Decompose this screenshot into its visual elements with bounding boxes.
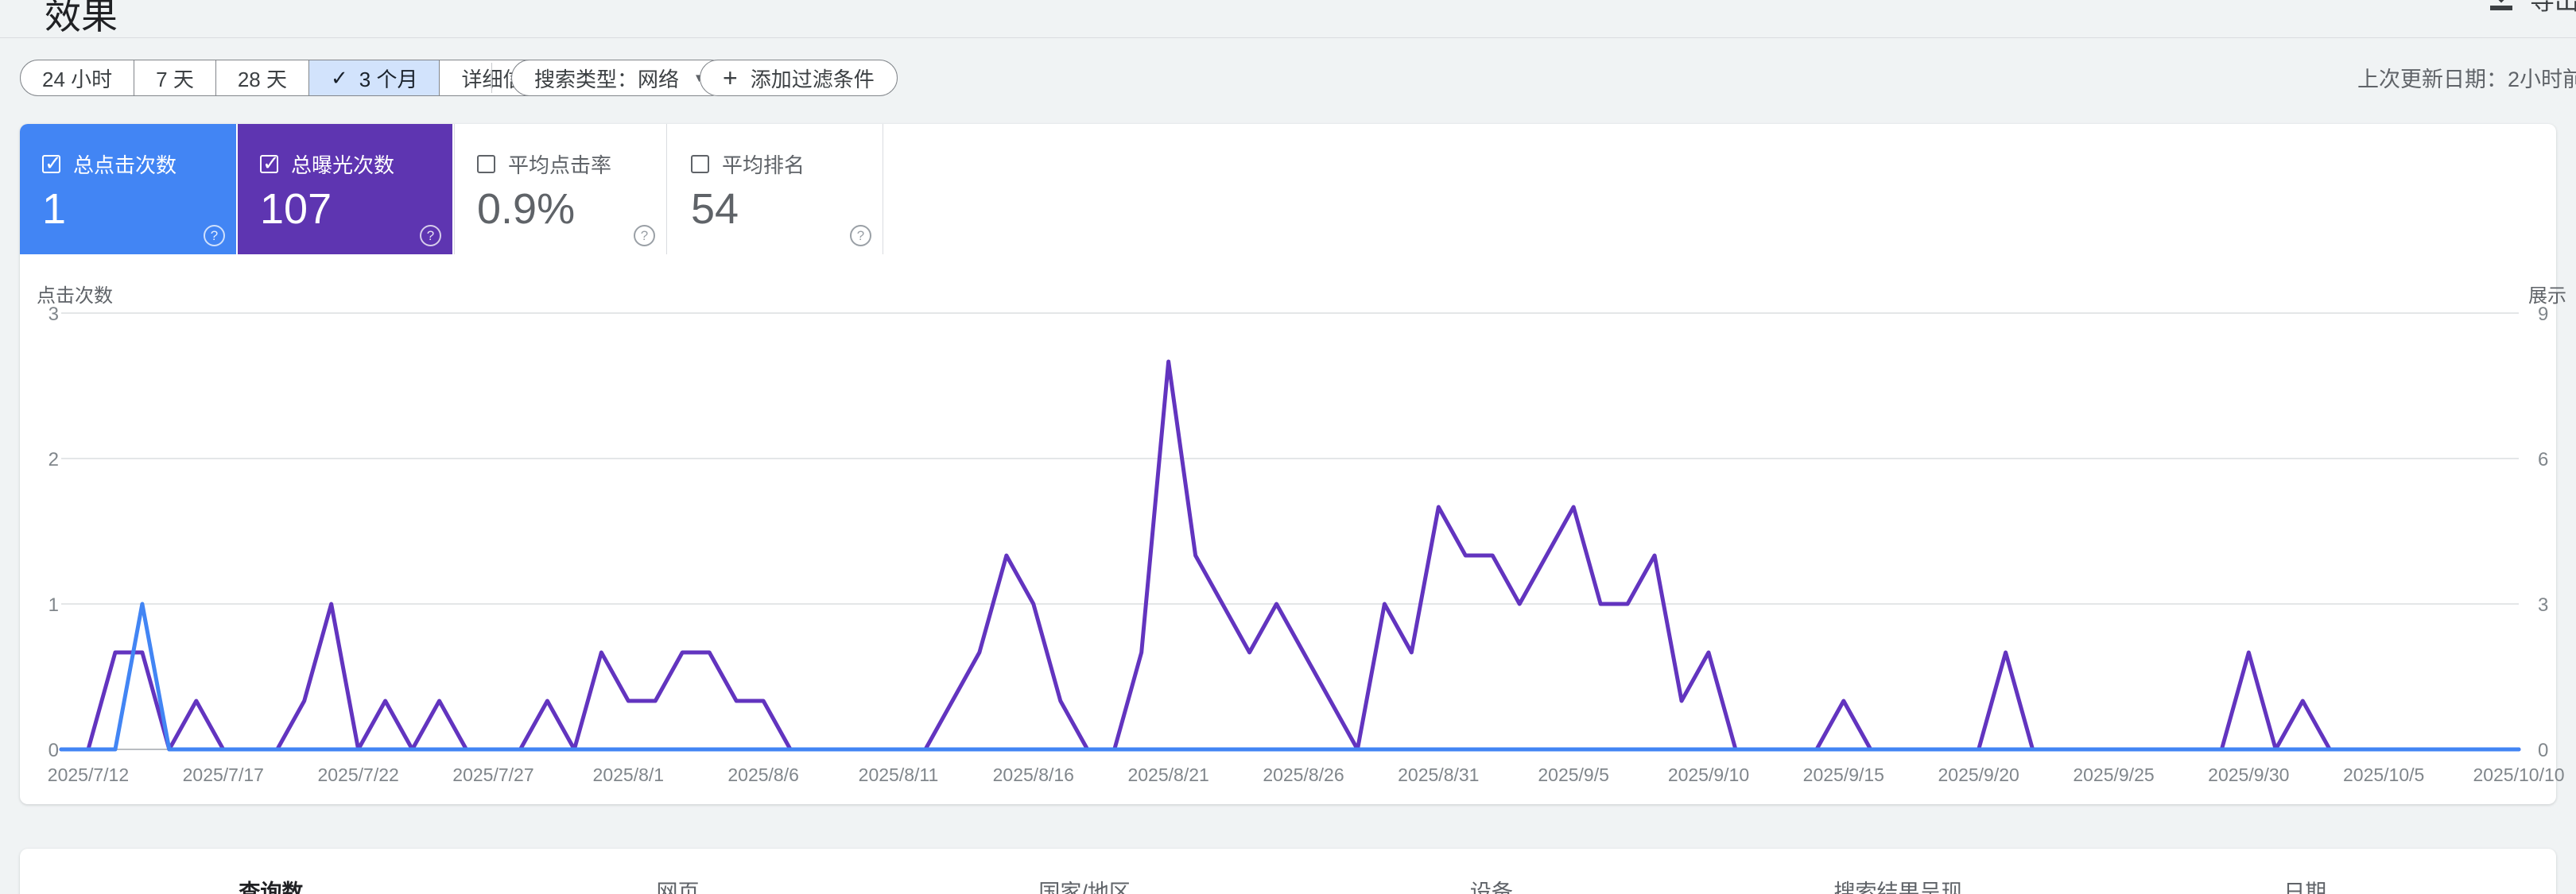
metric-card-clicks[interactable]: ✓ 总点击次数 1? [20, 124, 236, 254]
left-axis-tick: 3 [48, 304, 59, 325]
check-icon: ✓ [331, 65, 348, 90]
tab-countries[interactable]: 国家/地区 [1038, 880, 1131, 894]
metric-value: 0.9% [477, 185, 576, 233]
left-axis-tick: 1 [48, 594, 59, 616]
right-axis-tick: 3 [2538, 594, 2548, 616]
help-icon[interactable]: ? [634, 225, 655, 246]
metric-label: 平均排名 [722, 153, 805, 177]
x-axis-tick: 2025/7/12 [48, 764, 129, 785]
x-axis-tick: 2025/7/27 [452, 764, 533, 785]
date-range-option-2[interactable]: 28 天 [215, 60, 308, 95]
right-axis-title: 展示 [2528, 285, 2566, 307]
performance-chart[interactable]: 3 2 1 0 9 6 3 0 点击次数 展示 2025/7/12 2025/7/17 2025/7/2… [0, 254, 2576, 804]
unchecked-checkbox-icon[interactable] [691, 155, 709, 173]
impressions-line[interactable] [59, 359, 2521, 752]
metric-value: 107 [260, 185, 332, 233]
metric-card-impressions[interactable]: ✓ 总曝光次数 107? [238, 124, 452, 254]
tab-pages[interactable]: 网页 [656, 880, 700, 894]
x-axis-tick: 2025/7/17 [183, 764, 264, 785]
date-range-label: 7 天 [156, 67, 194, 91]
x-axis-tick: 2025/9/20 [1938, 764, 2019, 785]
checked-checkbox-icon[interactable]: ✓ [260, 151, 280, 175]
help-icon[interactable]: ? [420, 225, 441, 246]
export-label: 导出 [2530, 0, 2576, 15]
x-axis-tick: 2025/8/26 [1263, 764, 1344, 785]
date-range-label: 24 小时 [42, 67, 113, 91]
left-axis-title: 点击次数 [37, 285, 113, 307]
left-axis-tick: 0 [48, 740, 59, 761]
metric-label: 平均点击率 [508, 153, 612, 177]
filter-separator [491, 63, 492, 93]
x-axis-tick: 2025/8/6 [727, 764, 799, 785]
x-axis-tick: 2025/8/1 [593, 764, 665, 785]
right-axis-tick: 6 [2538, 449, 2548, 470]
left-axis-tick: 2 [48, 449, 59, 470]
help-icon[interactable]: ? [204, 225, 225, 246]
last-updated-text: 上次更新日期：2小时前 [2357, 68, 2576, 91]
dimension-table-card: 查询数 网页 国家/地区 设备 搜索结果呈现 日期 [20, 849, 2556, 894]
plus-icon: + [723, 63, 738, 92]
x-axis-tick: 2025/10/5 [2343, 764, 2424, 785]
tab-search-appearance[interactable]: 搜索结果呈现 [1833, 880, 1963, 894]
right-axis-tick: 0 [2538, 740, 2548, 761]
performance-card: ✓ 总点击次数 1? ✓ 总曝光次数 107? 平均点击率 0.9%? 平均排名 54? [20, 124, 2556, 804]
unchecked-checkbox-icon[interactable] [477, 155, 495, 173]
x-axis-tick: 2025/8/21 [1127, 764, 1208, 785]
x-axis-tick: 2025/9/25 [2073, 764, 2154, 785]
metric-value: 1 [42, 185, 67, 233]
date-range-option-3[interactable]: ✓ 3 个月 [308, 60, 440, 95]
x-axis-tick: 2025/9/5 [1538, 764, 1609, 785]
download-icon [2490, 0, 2512, 10]
x-axis-tick: 2025/7/22 [317, 764, 398, 785]
search-type-label: 搜索类型：网络 [534, 67, 680, 91]
tab-devices[interactable]: 设备 [1469, 880, 1513, 894]
clicks-line[interactable] [59, 602, 2521, 752]
x-axis-tick: 2025/10/10 [2473, 764, 2564, 785]
tab-queries[interactable]: 查询数 [239, 880, 304, 894]
add-filter-label: 添加过滤条件 [750, 67, 875, 91]
add-filter-chip[interactable]: + 添加过滤条件 [700, 60, 898, 96]
date-range-label: 3 个月 [359, 67, 418, 91]
x-axis-tick: 2025/8/11 [859, 764, 939, 785]
dimension-tabs: 查询数 网页 国家/地区 设备 搜索结果呈现 日期 [20, 849, 2556, 894]
date-range-label: 28 天 [237, 67, 287, 91]
checked-checkbox-icon[interactable]: ✓ [42, 151, 62, 175]
right-axis-tick: 9 [2538, 304, 2548, 325]
x-axis-tick: 2025/8/16 [993, 764, 1074, 785]
header-divider [0, 37, 2576, 38]
x-axis-tick: 2025/9/10 [1668, 764, 1749, 785]
export-button[interactable]: 导出 [2487, 0, 2576, 17]
x-axis-tick: 2025/9/15 [1803, 764, 1884, 785]
metric-card-ctr[interactable]: 平均点击率 0.9%? [454, 124, 667, 254]
search-type-chip[interactable]: 搜索类型：网络 ▼ [511, 60, 728, 96]
help-icon[interactable]: ? [850, 225, 871, 246]
date-range-option-1[interactable]: 7 天 [134, 60, 215, 95]
tab-dates[interactable]: 日期 [2283, 880, 2327, 894]
metric-label: 总曝光次数 [291, 153, 395, 177]
metric-card-position[interactable]: 平均排名 54? [669, 124, 883, 254]
metric-value: 54 [691, 185, 739, 233]
page-title: 效果 [45, 0, 118, 37]
x-axis-tick: 2025/8/31 [1398, 764, 1479, 785]
x-axis-tick: 2025/9/30 [2208, 764, 2289, 785]
date-range-option-0[interactable]: 24 小时 [21, 60, 134, 95]
metric-label: 总点击次数 [73, 153, 177, 177]
